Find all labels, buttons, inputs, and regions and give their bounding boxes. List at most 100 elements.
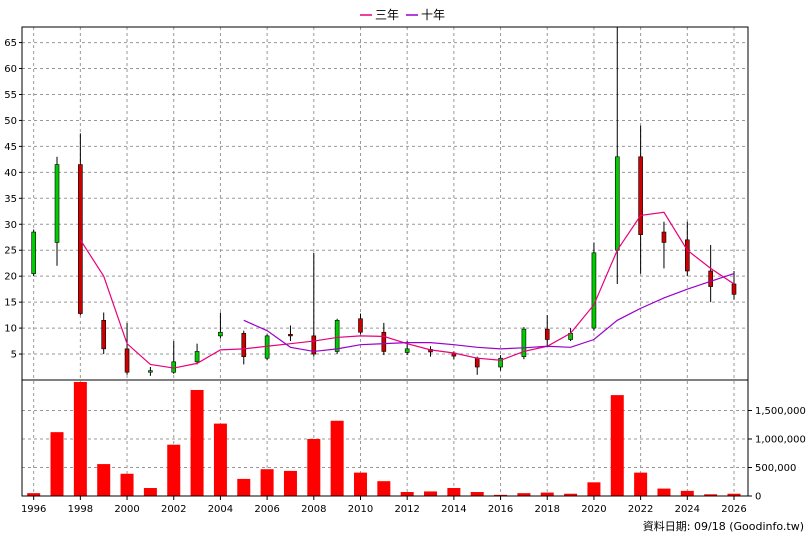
candle-body [708,270,713,287]
volume-bar [587,482,601,496]
price-tick-label: 30 [4,220,17,231]
legend-label-ten-year: 十年 [421,8,445,22]
candle-body [171,361,177,373]
price-tick-label: 25 [4,246,17,257]
candle [381,322,387,356]
volume-bar [213,423,227,496]
volume-axis: 0 500,000 1,000,000 1,500,000 [748,406,806,503]
candle-body [31,231,36,274]
candle-body [685,239,690,272]
volume-tick-label: 500,000 [755,463,796,474]
candle [101,312,107,355]
candle [661,221,667,269]
source-note: 資料日期: 09/18 (Goodinfo.tw) [643,519,804,533]
volume-bar [704,494,718,496]
x-tick-label: 2024 [675,504,700,515]
candle [288,325,293,342]
candle-body [194,351,200,363]
x-axis: 1996 1998 2000 2002 2004 2006 2008 2010 2012 2014… [21,496,747,515]
candle [78,133,83,316]
candle-body [544,328,550,340]
candle [264,334,270,361]
volume-bar [120,473,134,496]
volume-bar [260,469,274,496]
volume-bar [657,488,671,496]
candle-body [101,320,107,350]
x-tick-label: 2004 [208,504,233,515]
volume-bars [27,382,741,496]
volume-bar [634,472,648,496]
ma-line [243,273,735,353]
candle [474,356,480,375]
price-tick-label: 20 [4,272,17,283]
candle-body [218,331,223,337]
x-tick-label: 2012 [394,504,419,515]
volume-tick-label: 1,000,000 [755,435,806,446]
volume-bar [330,420,344,496]
volume-bar [143,488,157,496]
candle [311,252,317,357]
candle [428,346,433,357]
ma-line [79,211,735,369]
price-tick-label: 45 [4,142,17,153]
candle [54,156,60,266]
candle-body [358,318,363,333]
candle-body [661,231,667,243]
volume-bar [190,389,204,496]
volume-tick-label: 0 [755,492,761,503]
price-tick-label: 55 [4,90,17,101]
candle [685,221,690,277]
x-tick-label: 2002 [161,504,186,515]
price-tick-label: 40 [4,168,17,179]
volume-bar [680,490,694,496]
candle-body [78,164,83,314]
volume-bar [494,494,508,496]
x-tick-label: 2000 [114,504,139,515]
price-tick-label: 35 [4,194,17,205]
legend-label-three-year: 三年 [375,8,399,22]
x-tick-label: 2006 [254,504,279,515]
volume-bar [307,439,321,496]
candle [171,341,177,374]
x-tick-label: 2010 [348,504,373,515]
candle-body [731,283,737,295]
price-tick-label: 5 [11,350,17,361]
candle [334,318,340,355]
x-tick-label: 2016 [488,504,513,515]
price-tick-label: 60 [4,64,17,75]
plot-frame [21,26,749,497]
candle [614,27,620,284]
candle [148,367,153,376]
price-tick-label: 10 [4,324,17,335]
volume-bar [73,382,87,496]
candle [498,355,503,371]
candle [124,322,130,375]
x-tick-label: 1996 [21,504,46,515]
legend: 三年 十年 [360,8,445,22]
candle-body [591,252,597,329]
x-tick-label: 2018 [535,504,560,515]
volume-bar [27,493,41,496]
volume-bar [470,492,484,496]
volume-bar [353,472,367,496]
candle-body [288,334,293,337]
candle [731,270,737,300]
x-tick-label: 2026 [721,504,746,515]
volume-bar [540,492,554,496]
candle [544,315,550,347]
volume-bar [400,492,414,496]
x-tick-label: 2014 [441,504,466,515]
volume-bar [447,488,461,496]
volume-bar [564,493,578,496]
x-tick-label: 2020 [581,504,606,515]
candle-body [241,332,247,357]
candle-body [54,164,60,243]
candle-body [474,357,480,368]
price-tick-label: 50 [4,116,17,127]
price-axis: 5 10 15 20 25 30 35 40 45 50 55 60 65 [4,38,22,361]
candle-body [124,348,130,373]
candle [638,125,643,274]
candle-body [334,320,340,352]
candle [194,343,200,365]
